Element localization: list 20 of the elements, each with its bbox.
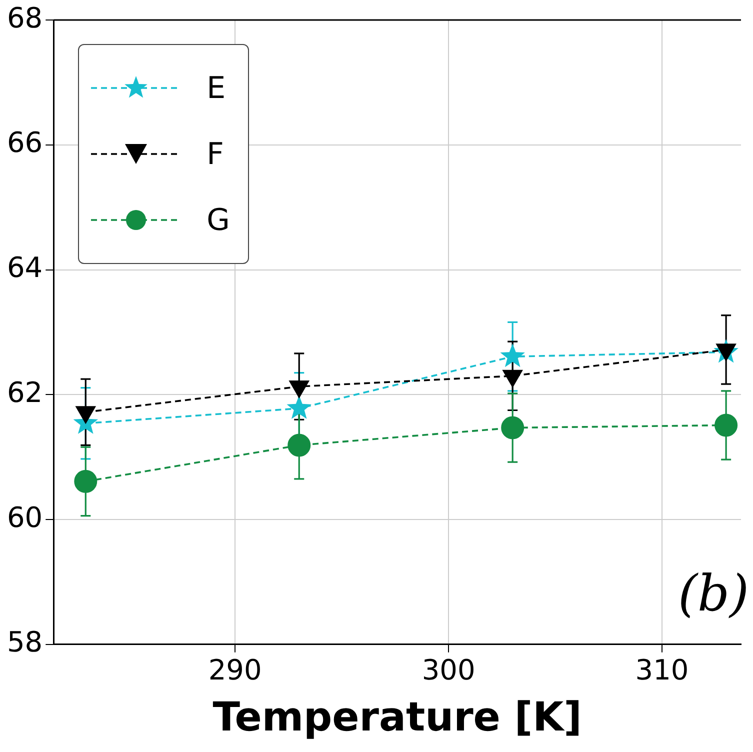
y-tick-label: 68	[6, 1, 43, 34]
y-tick-label: 58	[6, 626, 43, 659]
annotation: (b)	[678, 564, 749, 622]
x-tick-label: 310	[635, 653, 689, 686]
x-tick-label: 290	[208, 653, 262, 686]
y-tick-label: 62	[6, 376, 43, 409]
legend-label: E	[206, 70, 226, 106]
y-tick-label: 64	[6, 251, 43, 284]
x-axis-title: Temperature [K]	[212, 694, 582, 740]
y-tick-label: 66	[6, 126, 43, 160]
y-tick-label: 60	[6, 500, 43, 534]
point	[714, 414, 738, 437]
point	[501, 416, 524, 440]
legend-label: G	[206, 202, 230, 238]
point	[286, 395, 312, 419]
legend-label: F	[206, 136, 224, 172]
point	[288, 434, 311, 457]
x-tick-label: 300	[422, 653, 476, 686]
point	[74, 470, 98, 493]
point	[500, 344, 525, 368]
